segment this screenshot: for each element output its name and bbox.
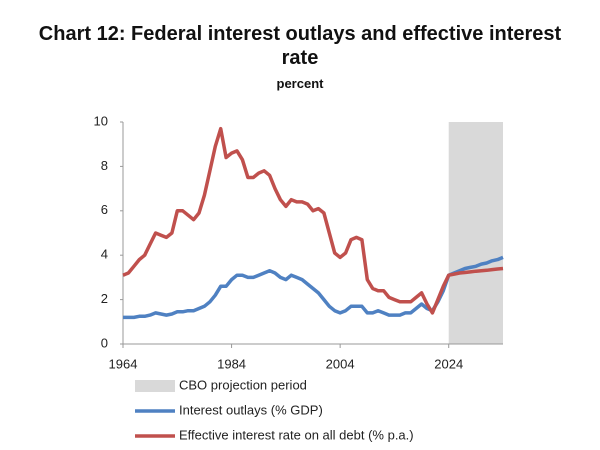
y-tick-label: 10 [94,113,108,128]
y-tick-label: 2 [101,291,108,306]
legend-label: CBO projection period [179,377,307,392]
legend-swatch [135,380,175,392]
y-tick-label: 4 [101,247,108,262]
x-tick-label: 2024 [434,356,463,371]
chart-subtitle: percent [276,76,324,91]
y-tick-label: 6 [101,202,108,217]
y-tick-label: 8 [101,158,108,173]
y-tick-label: 0 [101,335,108,350]
legend-label: Interest outlays (% GDP) [179,402,323,417]
series-line [122,126,504,315]
legend-label: Effective interest rate on all debt (% p… [179,427,414,442]
x-tick-label: 1964 [109,356,138,371]
x-tick-label: 1984 [217,356,246,371]
projection-band [448,122,503,344]
series-line [123,255,504,320]
chart-title: Chart 12: Federal interest outlays and e… [38,23,562,69]
x-tick-label: 2004 [326,356,355,371]
